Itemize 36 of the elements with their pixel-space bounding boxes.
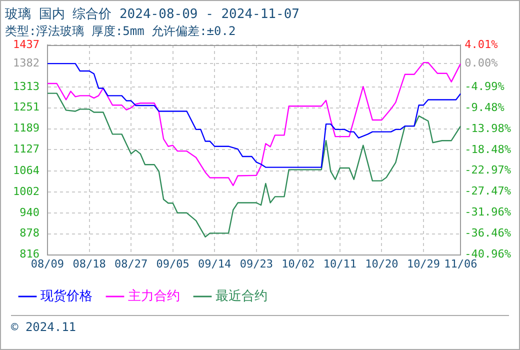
y2-tick-label: -18.48% [464, 142, 512, 156]
y-tick-label: 1313 [12, 80, 40, 93]
x-tick-label: 10/11 [323, 257, 357, 270]
y-tick-label: 1127 [12, 142, 40, 156]
chart-title: 玻璃 国内 综合价 2024-08-09 - 2024-11-07 [5, 7, 300, 22]
x-tick-label: 09/23 [240, 257, 273, 270]
y-tick-label: 1382 [12, 56, 40, 70]
x-tick-label: 08/18 [72, 257, 106, 270]
y-tick-label: 1002 [12, 184, 40, 198]
y2-tick-label: 0.00% [464, 56, 498, 70]
x-tick-label: 11/06 [444, 257, 478, 270]
y2-tick-label: 4.01% [464, 38, 498, 51]
x-tick-label: 10/02 [282, 257, 315, 270]
y-tick-label: 1251 [12, 100, 40, 114]
legend-label: 最近合约 [216, 288, 268, 304]
y2-tick-label: -13.98% [464, 122, 512, 135]
y-tick-label: 1189 [12, 122, 40, 135]
x-tick-label: 10/20 [365, 257, 398, 270]
x-tick-label: 08/27 [114, 257, 148, 270]
x-tick-label: 09/05 [156, 257, 190, 270]
legend-label: 现货价格 [40, 288, 92, 304]
legend-label: 主力合约 [128, 288, 180, 304]
y2-tick-label: -9.48% [464, 100, 505, 114]
chart-subtitle: 类型:浮法玻璃 厚度:5mm 允许偏差:±0.2 [5, 24, 236, 38]
y-tick-label: 878 [20, 226, 40, 240]
x-tick-label: 09/14 [198, 257, 232, 270]
y2-tick-label: -27.47% [464, 184, 512, 198]
y-tick-label: 940 [20, 206, 40, 219]
y2-tick-label: -4.99% [464, 80, 505, 93]
y-tick-label: 1437 [12, 38, 40, 51]
y2-tick-label: -22.97% [464, 164, 512, 177]
text: © 2024.11 [11, 320, 76, 334]
y2-tick-label: -31.96% [464, 206, 512, 219]
y2-tick-label: -36.46% [464, 226, 512, 240]
y-tick-label: 1064 [12, 164, 40, 177]
x-tick-label: 10/29 [406, 257, 440, 270]
